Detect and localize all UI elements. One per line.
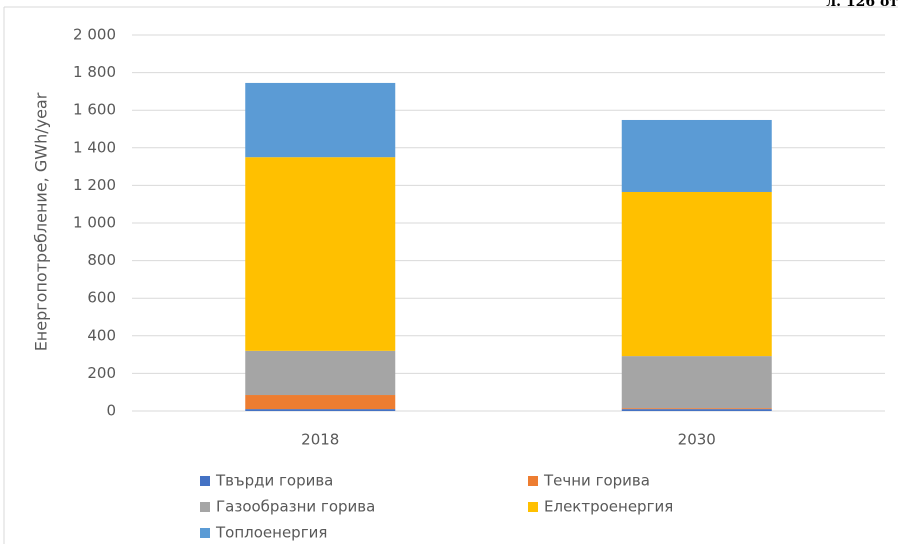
y-axis-label: Енергопотребление, GWh/year [32,92,51,351]
y-tick-label: 1 600 [73,101,116,119]
y-tick-label: 2 000 [73,26,116,44]
legend-swatch [528,502,538,512]
legend-label: Газообразни горива [216,498,375,516]
y-tick-label: 600 [87,289,116,307]
legend-label: Топлоенергия [215,524,327,542]
legend-swatch [528,476,538,486]
page-note: л. 126 от [826,0,898,10]
y-tick-label: 200 [87,364,116,382]
x-tick-label: 2030 [678,431,716,449]
y-tick-label: 1 200 [73,176,116,194]
y-tick-label: 1 800 [73,63,116,81]
bar-segment [621,408,772,410]
bar-segment [621,119,772,192]
legend-swatch [200,502,210,512]
y-tick-label: 800 [87,251,116,269]
bar-segment [245,409,396,411]
bar-segment [621,191,772,357]
legend-swatch [200,528,210,538]
bar-segment [245,350,396,396]
y-tick-label: 1 400 [73,138,116,156]
legend-swatch [200,476,210,486]
bar-segment [621,356,772,409]
bar-segment [245,82,396,158]
bar-segment [245,395,396,410]
legend-label: Твърди горива [215,472,333,490]
legend-label: Течни горива [543,472,650,490]
y-tick-label: 1 000 [73,214,116,232]
y-tick-label: 400 [87,326,116,344]
legend-label: Електроенергия [544,498,673,516]
bar-segment [245,157,396,351]
bar-segment [621,409,772,411]
y-tick-label: 0 [106,402,116,420]
x-tick-label: 2018 [301,431,339,449]
